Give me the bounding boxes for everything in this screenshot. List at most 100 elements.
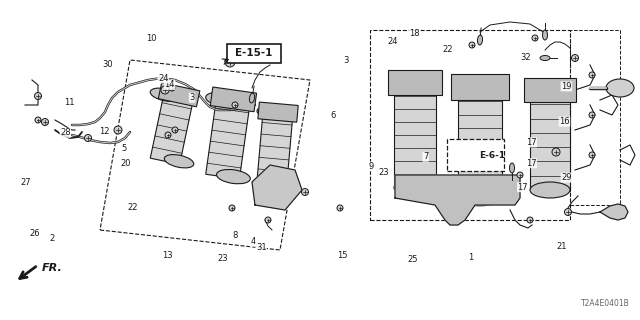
Circle shape [301,188,308,196]
Text: 14: 14 [164,80,175,89]
Circle shape [572,54,579,61]
Text: E-6-1: E-6-1 [479,150,505,159]
Ellipse shape [530,182,570,198]
Text: 27: 27 [20,178,31,187]
Ellipse shape [263,176,293,188]
Ellipse shape [205,92,239,107]
Circle shape [172,127,178,133]
Circle shape [169,85,175,91]
Circle shape [165,132,171,138]
Ellipse shape [606,79,634,97]
Text: 7: 7 [423,152,428,161]
Text: 11: 11 [64,98,74,107]
Ellipse shape [540,55,550,60]
Circle shape [589,112,595,118]
Circle shape [35,92,42,100]
Text: 17: 17 [518,183,528,192]
Text: 30: 30 [102,60,113,68]
Ellipse shape [477,35,483,45]
Text: 13: 13 [163,252,173,260]
Polygon shape [530,90,570,190]
Text: E-15-1: E-15-1 [236,48,273,58]
Ellipse shape [543,30,547,40]
Text: 2: 2 [50,234,55,243]
Text: 4: 4 [250,237,255,246]
Ellipse shape [458,188,502,206]
Circle shape [458,151,466,159]
Ellipse shape [458,78,502,96]
Circle shape [337,205,343,211]
Polygon shape [458,87,502,197]
Polygon shape [257,111,293,183]
Text: 15: 15 [337,252,348,260]
Text: 32: 32 [521,53,531,62]
Polygon shape [211,87,257,112]
Circle shape [114,126,122,134]
Text: 18: 18 [410,29,420,38]
Circle shape [527,217,533,223]
Text: 22: 22 [127,204,138,212]
Polygon shape [258,102,298,122]
Text: 10: 10 [147,34,157,43]
Circle shape [232,102,238,108]
Text: 3: 3 [343,56,348,65]
Text: 26: 26 [30,229,40,238]
Text: T2A4E0401B: T2A4E0401B [581,299,630,308]
Polygon shape [451,74,509,100]
Text: 22: 22 [443,45,453,54]
Ellipse shape [150,88,180,101]
Text: 24: 24 [158,74,168,83]
Ellipse shape [164,155,194,168]
Circle shape [161,86,169,94]
Text: 1: 1 [468,253,473,262]
Ellipse shape [257,106,287,118]
FancyBboxPatch shape [447,139,504,171]
Circle shape [517,172,523,178]
Ellipse shape [216,170,250,184]
Polygon shape [205,97,250,179]
Polygon shape [524,78,576,102]
Polygon shape [600,204,628,220]
Circle shape [532,35,538,41]
Text: 23: 23 [218,254,228,263]
Circle shape [265,217,271,223]
Circle shape [469,42,475,48]
Ellipse shape [509,163,515,173]
Ellipse shape [394,179,436,196]
Text: 17: 17 [526,138,536,147]
Text: 19: 19 [561,82,572,91]
Text: 23: 23 [379,168,389,177]
Text: 25: 25 [408,255,418,264]
Text: 20: 20 [121,159,131,168]
FancyBboxPatch shape [227,44,281,63]
Circle shape [35,117,41,123]
Circle shape [225,57,235,67]
Text: 16: 16 [559,117,570,126]
Text: 9: 9 [369,162,374,171]
Circle shape [552,148,560,156]
Ellipse shape [250,93,255,103]
Text: 21: 21 [556,242,566,251]
Polygon shape [158,83,200,107]
Circle shape [84,134,92,141]
Polygon shape [388,70,442,95]
Circle shape [564,209,572,215]
Text: FR.: FR. [42,263,63,273]
Text: 31: 31 [256,243,266,252]
Circle shape [42,118,49,125]
Text: 29: 29 [561,173,572,182]
Circle shape [229,205,235,211]
Polygon shape [394,83,436,188]
Ellipse shape [530,82,570,98]
Polygon shape [395,175,520,225]
Polygon shape [150,92,194,164]
Text: 24: 24 [387,37,397,46]
Ellipse shape [394,74,436,91]
Text: 28: 28 [60,128,70,137]
Polygon shape [252,165,302,210]
Circle shape [589,72,595,78]
Circle shape [589,152,595,158]
Text: 8: 8 [233,231,238,240]
Text: 3: 3 [189,93,195,102]
Text: 17: 17 [526,159,536,168]
